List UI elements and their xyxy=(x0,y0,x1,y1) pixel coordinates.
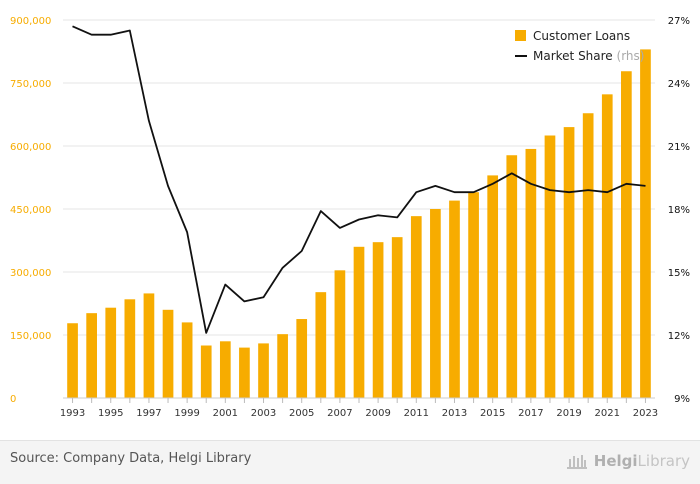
bar xyxy=(544,135,556,398)
legend-label-customer-loans: Customer Loans xyxy=(533,29,630,43)
bar xyxy=(181,322,193,398)
legend-rhs-suffix: (rhs) xyxy=(617,49,645,63)
legend-swatch-bar xyxy=(515,30,526,41)
bar xyxy=(353,246,365,398)
footer: Source: Company Data, Helgi Library Helg… xyxy=(0,440,700,484)
y2-tick-label: 24% xyxy=(668,79,690,90)
legend: Customer Loans Market Share (rhs) xyxy=(515,29,644,63)
x-tick-label: 2009 xyxy=(365,408,390,419)
x-tick-label: 2013 xyxy=(442,408,467,419)
y-tick-label: 600,000 xyxy=(10,142,51,153)
bar xyxy=(162,309,174,398)
y-tick-label: 450,000 xyxy=(10,205,51,216)
bar xyxy=(334,270,346,398)
y-tick-label: 300,000 xyxy=(10,268,51,279)
bar xyxy=(410,216,422,398)
x-axis: 1993 1995 1997 1999 2001 2003 2005 2007 2009 2011… xyxy=(60,397,658,419)
y-tick-label: 0 xyxy=(10,394,16,405)
x-tick-label: 2005 xyxy=(289,408,314,419)
helgi-library-logo: Helgi Library xyxy=(566,449,690,473)
x-tick-label: 1995 xyxy=(98,408,123,419)
logo-word-helgi: Helgi xyxy=(593,452,638,470)
bar xyxy=(640,49,651,399)
y-tick-label: 750,000 xyxy=(10,79,51,90)
bar xyxy=(86,313,97,398)
bar xyxy=(143,293,155,398)
bar xyxy=(219,341,231,398)
x-tick-label: 1997 xyxy=(136,408,161,419)
bar xyxy=(105,307,117,398)
x-tick-label: 2007 xyxy=(327,408,352,419)
bar-series xyxy=(67,49,651,399)
y-tick-label: 150,000 xyxy=(10,331,51,342)
chart: 1993 1995 1997 1999 2001 2003 2005 2007 2009 2011… xyxy=(10,16,690,419)
x-tick-label: 2017 xyxy=(518,408,543,419)
y2-tick-label: 21% xyxy=(668,142,690,153)
y2-tick-label: 18% xyxy=(668,205,690,216)
logo-word-library: Library xyxy=(637,452,690,470)
bar xyxy=(601,94,613,398)
grid-lines xyxy=(63,19,655,336)
bar xyxy=(449,200,460,398)
market-share-line xyxy=(72,25,646,334)
bar xyxy=(563,127,575,398)
legend-label-market-share: Market Share (rhs) xyxy=(533,49,644,63)
bar xyxy=(487,175,499,398)
x-tick-label: 2001 xyxy=(213,408,238,419)
bar xyxy=(506,155,518,398)
bar xyxy=(430,209,441,398)
bar xyxy=(372,242,384,398)
y2-tick-label: 12% xyxy=(668,331,690,342)
y-tick-label: 900,000 xyxy=(10,16,51,27)
x-tick-label: 2019 xyxy=(556,408,581,419)
x-tick-label: 2023 xyxy=(633,408,658,419)
bar xyxy=(468,192,479,398)
y2-tick-label: 27% xyxy=(668,16,690,27)
x-tick-label: 1999 xyxy=(174,408,199,419)
y2-tick-label: 15% xyxy=(668,268,690,279)
x-tick-label: 2003 xyxy=(251,408,276,419)
y-axis-right: 9% 12% 15% 18% 21% 24% 27% xyxy=(668,16,690,405)
library-building-icon xyxy=(566,455,587,469)
bar xyxy=(124,299,136,398)
x-tick-label: 2011 xyxy=(404,408,429,419)
bar xyxy=(296,319,308,398)
bar xyxy=(200,345,212,398)
bar xyxy=(239,347,250,398)
bar xyxy=(277,334,288,398)
bar xyxy=(621,71,632,399)
bar xyxy=(67,323,78,398)
x-tick-label: 2015 xyxy=(480,408,505,419)
bar xyxy=(258,343,269,398)
bar xyxy=(582,113,594,399)
y-axis-left: 0 150,000 300,000 450,000 600,000 750,000 900,… xyxy=(10,16,51,405)
bar xyxy=(525,148,537,398)
source-text: Source: Company Data, Helgi Library xyxy=(10,451,252,466)
bar xyxy=(315,292,327,398)
bar xyxy=(391,237,403,398)
y2-tick-label: 9% xyxy=(674,394,690,405)
x-tick-label: 1993 xyxy=(60,408,85,419)
line-series xyxy=(72,25,646,334)
x-tick-label: 2021 xyxy=(595,408,620,419)
